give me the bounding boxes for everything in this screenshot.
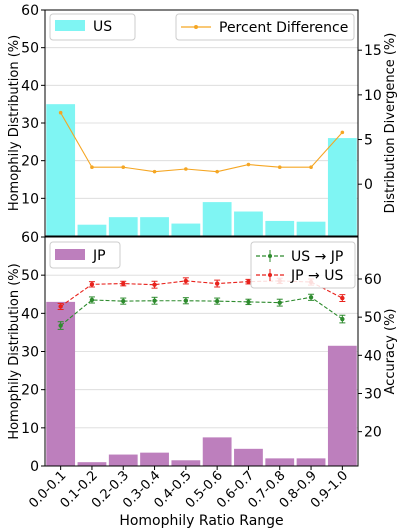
top-bar-0.1-0.2: [77, 224, 107, 236]
y2-tick-label: 40: [364, 348, 382, 364]
data-point: [152, 298, 157, 303]
y2-axis-label: Distribution Divergence (%): [383, 33, 398, 214]
data-point: [58, 110, 63, 115]
bottom-bar-0.2-0.3: [108, 454, 138, 466]
top-panel: 10 20 30 40 50 60 0 5 10 15 Homophily Distribution…: [7, 3, 398, 237]
data-point: [214, 281, 220, 286]
legend-swatch: [55, 20, 85, 31]
top-bar-0.4-0.5: [171, 223, 201, 236]
bottom-bar-0.6-0.7: [234, 448, 263, 466]
data-point: [277, 300, 282, 305]
y2-tick-label: 30: [364, 386, 382, 402]
top-bar-0.5-0.6: [202, 202, 232, 236]
legend-box: [250, 241, 356, 289]
legend-label: Percent Difference: [219, 20, 348, 36]
legend-box: [175, 13, 355, 41]
legend-label: JP → US: [290, 268, 343, 284]
y-tick-label: 20: [21, 154, 39, 170]
data-point: [309, 165, 313, 170]
data-point: [277, 165, 282, 170]
data-point: [246, 279, 251, 284]
legend-label: US → JP: [291, 249, 343, 265]
y-tick-label: 50: [21, 41, 39, 57]
y-tick-label: 40: [21, 306, 39, 322]
top-bar-0.0-0.1: [46, 104, 76, 237]
data-point: [183, 278, 189, 284]
data-point: [152, 169, 157, 174]
bottom-bar-0.5-0.6: [202, 437, 232, 466]
data-point: [308, 295, 314, 300]
top-bar-0.8-0.9: [296, 221, 326, 236]
top-bar-0.7-0.8: [265, 220, 295, 236]
data-point: [214, 298, 220, 304]
y2-tick-label: 15: [364, 43, 382, 59]
y-tick-label: 50: [21, 268, 39, 284]
y-tick-label: 0: [30, 459, 39, 475]
y2-axis-label: Accuracy (%): [383, 309, 398, 395]
y2-tick-label: 0: [364, 177, 373, 193]
legend-swatch: [55, 249, 85, 260]
data-point: [121, 298, 126, 304]
y2-tick-label: 60: [364, 272, 382, 288]
y-axis-label: Homophily Distribution (%): [7, 263, 22, 439]
series-line-0: [60, 112, 343, 173]
y-tick-label: 60: [21, 3, 39, 19]
bottom-panel: 0 10 20 30 40 50 60 20 30 40 50 60 Homophily Distrib…: [7, 230, 398, 529]
y-tick-label: 10: [21, 421, 39, 437]
data-point: [58, 304, 63, 309]
data-point: [121, 165, 126, 170]
data-point: [89, 282, 95, 287]
y-tick-label: 20: [21, 383, 39, 399]
y2-tick-label: 20: [364, 425, 382, 441]
top-bar-0.6-0.7: [234, 211, 263, 236]
data-point: [340, 295, 345, 301]
top-bar-0.3-0.4: [140, 217, 169, 236]
data-point: [246, 299, 251, 305]
data-point: [90, 165, 94, 170]
bottom-bar-0.4-0.5: [171, 460, 201, 466]
bottom-bar-0.9-1.0: [327, 345, 357, 466]
data-point: [58, 323, 63, 328]
top-bar-0.9-1.0: [327, 138, 357, 236]
legend-label: JP: [92, 248, 106, 264]
bottom-bar-0.1-0.2: [77, 462, 107, 466]
bottom-bar-0.3-0.4: [140, 452, 169, 466]
data-point: [121, 281, 126, 286]
y2-tick-label: 5: [364, 133, 373, 149]
data-point: [183, 298, 189, 303]
data-point: [184, 167, 188, 171]
data-point: [89, 297, 95, 303]
legend-label: US: [93, 19, 112, 35]
y-tick-label: 60: [21, 230, 39, 246]
data-point: [340, 130, 345, 135]
y-tick-label: 40: [21, 78, 39, 94]
y2-tick-label: 10: [364, 88, 382, 104]
y-tick-label: 30: [21, 116, 39, 132]
legend-marker: [194, 25, 198, 29]
data-point: [246, 162, 251, 167]
bottom-bar-0.7-0.8: [265, 458, 295, 466]
y-axis-label: Homophily Distribution (%): [7, 35, 22, 211]
data-point: [152, 282, 157, 287]
data-point: [215, 169, 219, 174]
y2-tick-label: 50: [364, 310, 382, 326]
legend-marker: [268, 273, 272, 277]
top-bar-0.2-0.3: [108, 217, 138, 236]
series-line-0: [60, 296, 343, 326]
y-tick-label: 10: [21, 191, 39, 207]
data-point: [340, 316, 345, 322]
bottom-bar-0.8-0.9: [296, 458, 326, 466]
y-tick-label: 30: [21, 345, 39, 361]
x-axis-label: Homophily Ratio Range: [119, 513, 283, 529]
legend-marker: [268, 254, 272, 258]
